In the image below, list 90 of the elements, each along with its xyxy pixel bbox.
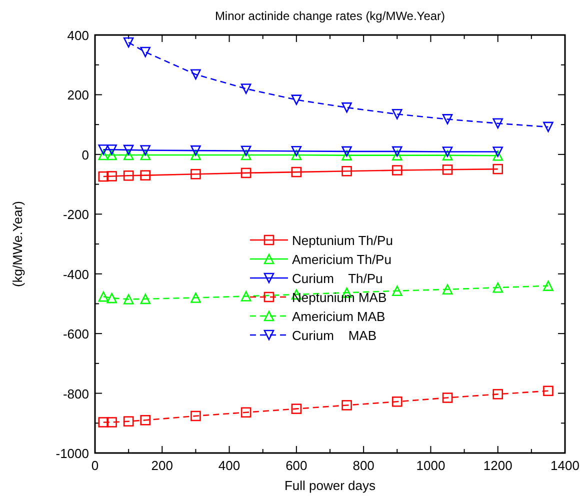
x-tick-label: 200: [151, 458, 173, 473]
legend-label: Neptunium MAB: [292, 290, 387, 305]
x-tick-label: 1000: [416, 458, 446, 473]
point: [492, 146, 504, 157]
point: [492, 164, 504, 174]
point: [240, 168, 252, 178]
point: [190, 292, 201, 303]
point: [492, 118, 504, 129]
point: [140, 415, 151, 426]
y-tick-label: 400: [67, 28, 89, 43]
point: [123, 294, 134, 304]
point: [190, 168, 201, 180]
point: [240, 407, 252, 418]
point: [392, 165, 402, 176]
point: [291, 150, 302, 160]
point: [190, 150, 201, 160]
point: [190, 69, 201, 80]
legend-label: Americium Th/Pu: [292, 252, 392, 267]
point: [140, 150, 151, 160]
point: [140, 145, 151, 156]
point: [342, 166, 352, 176]
legend-label: Americium MAB: [292, 309, 386, 324]
point: [98, 144, 109, 155]
point: [123, 416, 134, 426]
y-tick-label: -800: [62, 386, 89, 402]
x-tick-label: 400: [218, 458, 240, 473]
chart-title: Minor actinide change rates (kg/MWe.Year): [214, 9, 446, 23]
point: [442, 392, 453, 403]
point: [240, 291, 252, 302]
point: [392, 150, 402, 160]
y-tick-label: 0: [82, 147, 89, 162]
y-axis-title: (kg/MWe.Year): [10, 201, 25, 287]
point: [123, 170, 134, 181]
point: [123, 144, 134, 156]
x-tick-label: 0: [91, 458, 99, 473]
point: [492, 389, 504, 400]
y-tick-label: -1000: [56, 446, 89, 461]
point: [106, 144, 117, 155]
x-tick-label: 1400: [550, 458, 580, 473]
point: [123, 37, 134, 48]
point: [140, 294, 151, 304]
x-tick-label: 600: [286, 458, 308, 473]
point: [291, 166, 302, 178]
point: [342, 150, 352, 160]
point: [123, 150, 134, 160]
point: [240, 84, 252, 94]
x-axis-title: Full power days: [284, 478, 376, 493]
point: [98, 171, 109, 182]
point: [342, 400, 352, 410]
point: [106, 171, 117, 182]
point: [106, 292, 117, 304]
point: [492, 282, 504, 293]
point: [492, 150, 504, 161]
point: [98, 291, 109, 302]
point: [342, 146, 352, 157]
point: [392, 108, 402, 120]
point: [140, 170, 151, 180]
point: [291, 94, 302, 105]
point: [240, 146, 252, 156]
x-tick-label: 1200: [483, 458, 512, 473]
point: [106, 417, 117, 428]
point: [98, 150, 109, 160]
point: [106, 150, 117, 160]
y-tick-label: -600: [62, 326, 89, 342]
point: [140, 46, 151, 58]
point: [98, 417, 109, 428]
legend-label: Neptunium Th/Pu: [292, 233, 393, 248]
point: [442, 114, 453, 124]
point: [190, 410, 201, 422]
point: [342, 102, 352, 113]
point: [240, 150, 252, 160]
point: [543, 280, 554, 291]
point: [190, 145, 201, 156]
x-tick-label: 800: [352, 458, 374, 473]
point: [442, 164, 453, 175]
y-tick-label: -200: [62, 207, 89, 222]
point: [291, 404, 302, 414]
y-tick-label: -400: [62, 266, 89, 282]
point: [543, 122, 554, 132]
point: [392, 146, 402, 157]
point: [543, 386, 554, 396]
point: [442, 146, 453, 157]
point: [291, 146, 302, 156]
y-tick-label: 200: [67, 88, 89, 103]
legend-label: Curium Th/Pu: [292, 271, 383, 286]
point: [442, 150, 453, 160]
point: [442, 284, 453, 295]
legend-label: Curium MAB: [292, 328, 377, 343]
point: [392, 396, 402, 407]
point: [392, 286, 402, 296]
